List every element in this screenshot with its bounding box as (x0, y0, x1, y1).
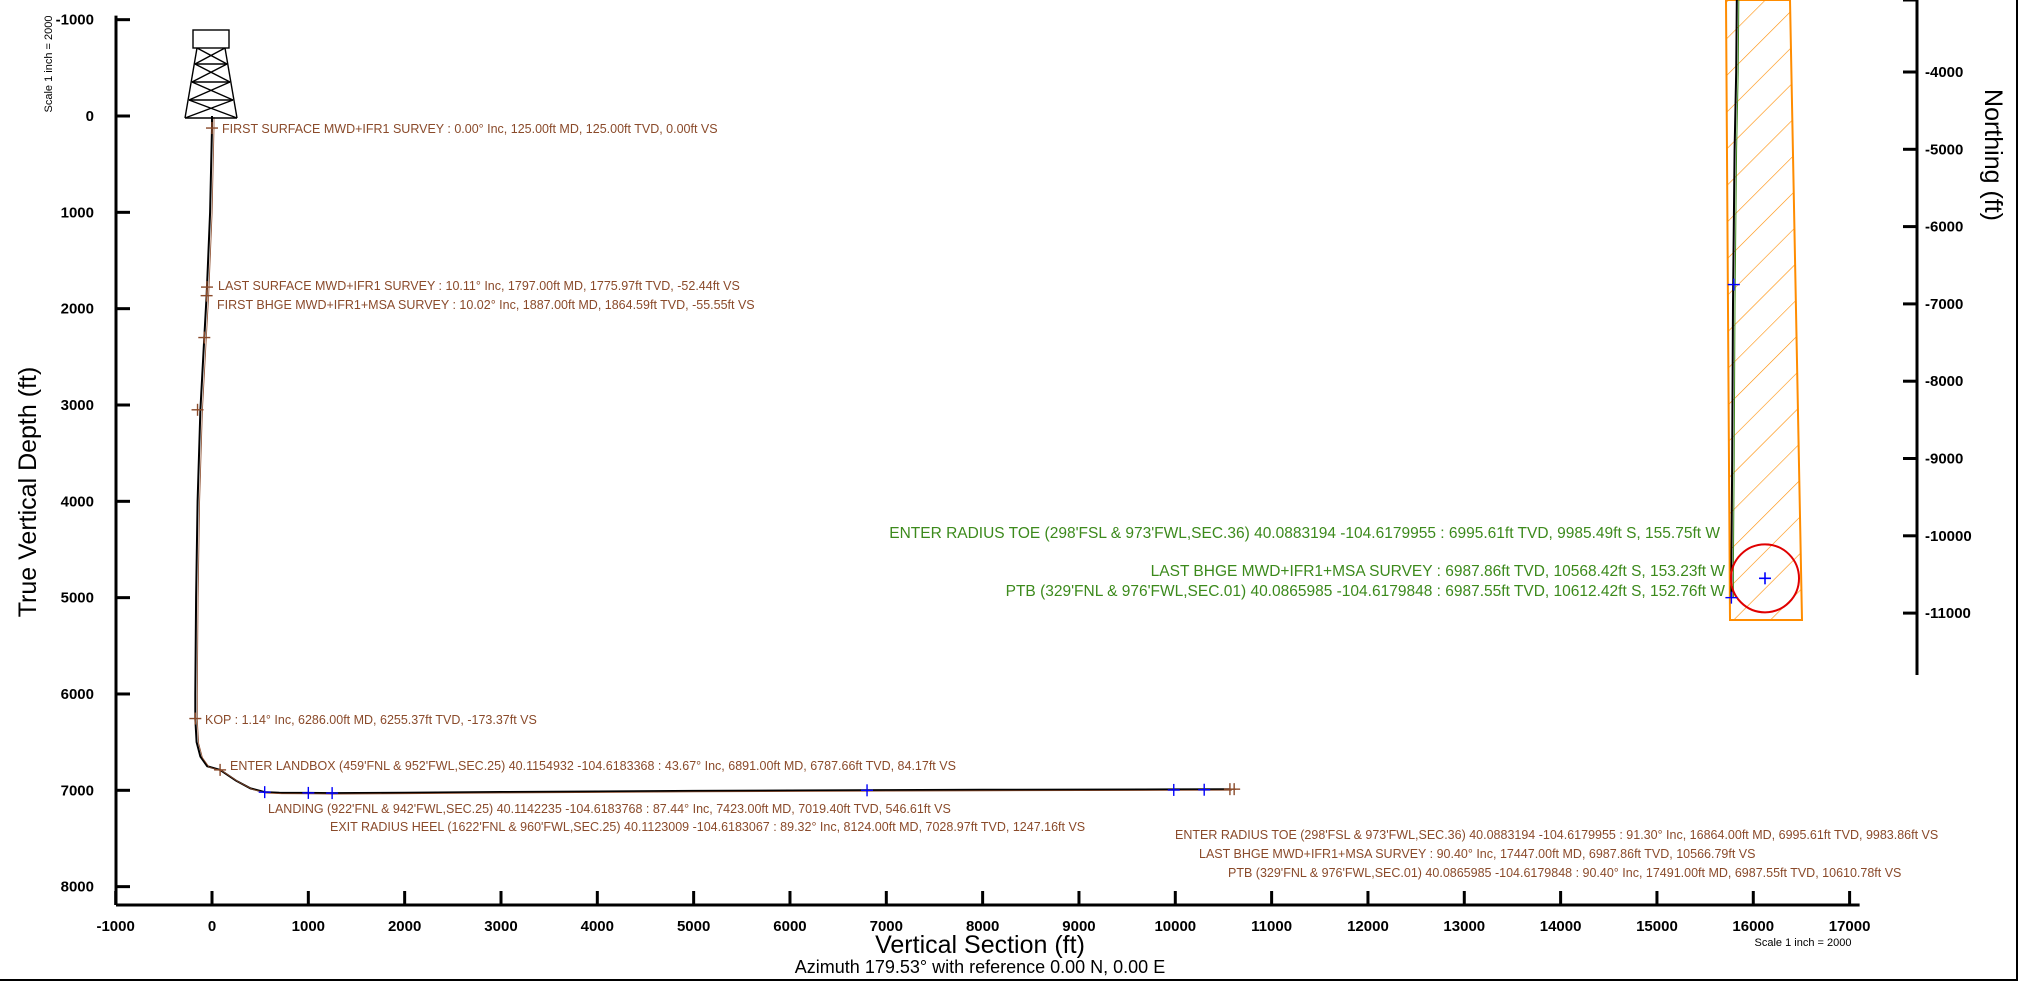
y-tick-label: -1000 (56, 12, 94, 29)
y-tick-label: 3000 (61, 397, 94, 414)
northing-axis-title: Northing (ft) (1979, 89, 2007, 221)
scale-note-left: Scale 1 inch = 2000 (43, 16, 55, 113)
x-tick-label: 15000 (1636, 918, 1678, 935)
target-center-marker (1759, 572, 1771, 585)
vertical-section-ticks: -1000 0 1000 2000 3000 4000 5000 6000 7000 8000 -1… (56, 12, 1871, 935)
x-tick-label: 0 (208, 918, 216, 935)
lease-hard-line-box (1724, 0, 1804, 621)
y-tick-label: 7000 (61, 782, 94, 799)
x-tick-label: 14000 (1540, 918, 1582, 935)
y-tick-label: 0 (86, 108, 94, 125)
plan-annotation: ENTER RADIUS TOE (298'FSL & 973'FWL,SEC.… (889, 525, 1720, 542)
section-annotation: PTB (329'FNL & 976'FWL,SEC.01) 40.086598… (1228, 866, 1901, 880)
plan-view-chart: -4000 -5000 -6000 -7000 -8000 -9000 -10000 -110… (889, 0, 2007, 675)
plan-annotation: PTB (329'FNL & 976'FWL,SEC.01) 40.086598… (1006, 583, 1726, 600)
x-tick-label: 8000 (966, 918, 999, 935)
x-tick-label: 6000 (773, 918, 806, 935)
survey-marker (326, 787, 339, 800)
section-annotation: ENTER RADIUS TOE (298'FSL & 973'FWL,SEC.… (1175, 828, 1938, 842)
scale-note-bottom: Scale 1 inch = 2000 (1755, 937, 1852, 949)
x-tick-label: 3000 (484, 918, 517, 935)
x-tick-label: 4000 (581, 918, 614, 935)
vertical-section-axes (114, 15, 1860, 907)
section-annotation: LAST SURFACE MWD+IFR1 SURVEY : 10.11° In… (218, 279, 740, 293)
northing-tick-label: -10000 (1925, 528, 1972, 545)
northing-tick-label: -11000 (1925, 605, 1971, 622)
northing-tick-label: -8000 (1925, 373, 1963, 390)
survey-marker (302, 786, 315, 799)
vertical-section-wellpath (194, 116, 1232, 795)
y-axis-title: True Vertical Depth (ft) (14, 367, 42, 618)
x-tick-label: 7000 (870, 918, 903, 935)
section-annotation: LAST BHGE MWD+IFR1+MSA SURVEY : 90.40° I… (1199, 847, 1755, 861)
x-tick-label: 5000 (677, 918, 710, 935)
northing-tick-label: -9000 (1925, 451, 1963, 468)
northing-tick-label: -7000 (1925, 296, 1963, 313)
target-radius-circle (1730, 543, 1800, 614)
survey-marker (1228, 783, 1241, 796)
y-tick-label: 6000 (61, 686, 94, 703)
y-tick-label: 2000 (61, 301, 94, 318)
section-annotation: KOP : 1.14° Inc, 6286.00ft MD, 6255.37ft… (205, 713, 537, 727)
survey-marker (191, 403, 204, 416)
survey-marker (206, 122, 218, 135)
plan-design-line (1732, 0, 1740, 598)
x-tick-label: 13000 (1443, 918, 1485, 935)
plan-annotation: LAST BHGE MWD+IFR1+MSA SURVEY : 6987.86f… (1151, 563, 1726, 580)
plan-path-line (196, 117, 1232, 795)
x-axis-title: Vertical Section (ft) (875, 931, 1085, 959)
x-tick-label: 9000 (1062, 918, 1095, 935)
x-tick-label: 2000 (388, 918, 421, 935)
x-tick-label: 12000 (1347, 918, 1389, 935)
y-tick-label: 1000 (61, 204, 94, 221)
plan-survey-marker (1727, 278, 1740, 291)
x-tick-label: 16000 (1732, 918, 1774, 935)
drilling-rig-icon (184, 29, 238, 119)
survey-marker (214, 763, 227, 776)
vertical-section-annotations: FIRST SURFACE MWD+IFR1 SURVEY : 0.00° In… (205, 122, 1938, 880)
plan-view-axis: -4000 -5000 -6000 -7000 -8000 -9000 -10000 -110… (1903, 0, 1972, 675)
wellpath-line (194, 116, 1230, 795)
plan-view-annotations: ENTER RADIUS TOE (298'FSL & 973'FWL,SEC.… (889, 525, 1725, 600)
plan-survey-marker (1725, 591, 1738, 604)
azimuth-subtitle: Azimuth 179.53° with reference 0.00 N, 0… (795, 957, 1165, 977)
plan-wellpath-line (1730, 0, 1738, 598)
survey-marker (861, 784, 874, 797)
survey-marker (200, 289, 213, 302)
x-tick-label: 11000 (1251, 918, 1292, 935)
section-annotation: FIRST SURFACE MWD+IFR1 SURVEY : 0.00° In… (222, 122, 718, 136)
northing-tick-label: -6000 (1925, 219, 1963, 236)
section-annotation: FIRST BHGE MWD+IFR1+MSA SURVEY : 10.02° … (217, 298, 755, 312)
y-tick-label: 5000 (61, 590, 94, 607)
section-annotation: EXIT RADIUS HEEL (1622'FNL & 960'FWL,SEC… (330, 820, 1085, 834)
x-tick-label: 17000 (1829, 918, 1871, 935)
y-tick-label: 8000 (61, 879, 94, 896)
survey-marker (258, 786, 271, 799)
survey-marker (198, 331, 211, 344)
x-tick-label: 1000 (292, 918, 325, 935)
survey-marker (1198, 783, 1211, 796)
vertical-section-chart: -1000 0 1000 2000 3000 4000 5000 6000 7000 8000 -1… (14, 12, 1938, 977)
y-tick-label: 4000 (61, 493, 94, 510)
survey-marker (189, 712, 202, 725)
section-annotation: ENTER LANDBOX (459'FNL & 952'FWL,SEC.25)… (230, 759, 956, 773)
survey-marker (1167, 783, 1180, 796)
northing-tick-label: -4000 (1925, 64, 1963, 81)
plan-view-survey-markers (1725, 278, 1740, 604)
plan-view-wellpath (1730, 0, 1740, 598)
x-tick-label: -1000 (96, 918, 134, 935)
section-annotation: LANDING (922'FNL & 942'FWL,SEC.25) 40.11… (268, 802, 951, 816)
x-tick-label: 10000 (1154, 918, 1196, 935)
northing-tick-label: -5000 (1925, 141, 1963, 158)
vertical-section-survey-markers (189, 122, 1241, 800)
